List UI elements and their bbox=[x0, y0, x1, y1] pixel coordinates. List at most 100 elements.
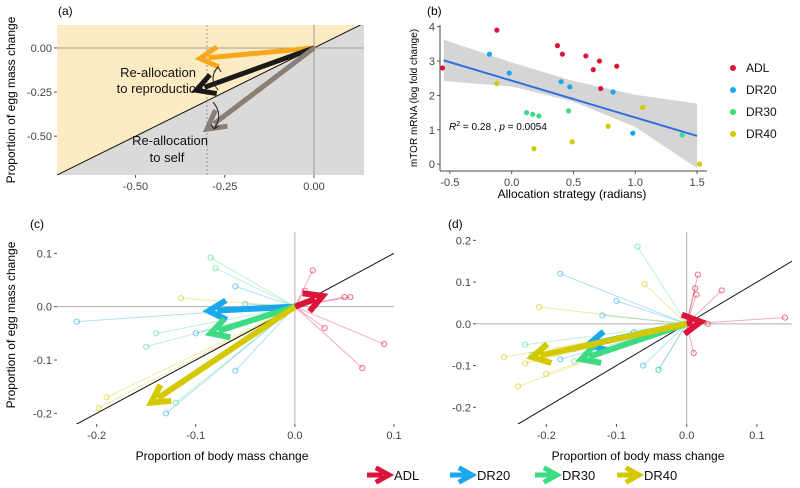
panel-c-vector-dr40 bbox=[98, 306, 296, 409]
arrow-orange-head bbox=[194, 44, 220, 70]
panel-a-annotation-2: to reproduction bbox=[117, 81, 204, 96]
panel-d-xtick-label: -0.1 bbox=[607, 430, 626, 442]
panel-c-ytick-label: -0.1 bbox=[33, 355, 52, 367]
panel-b-xtick-label: -0.5 bbox=[440, 177, 459, 189]
panel-d-point-dr20 bbox=[599, 312, 606, 319]
panel-c: -0.2 -0.1 0.0 0.1 0.1 0.0 -0.1 -0.2 bbox=[33, 232, 402, 442]
panel-b: -0.5 0.0 0.5 1.0 1.5 0 1 2 3 4 bbox=[429, 22, 707, 189]
legend-text-adl: ADL bbox=[394, 468, 419, 483]
point-dr20 bbox=[630, 130, 636, 136]
panel-d-vector-dr20 bbox=[616, 300, 687, 325]
point-adl bbox=[590, 67, 596, 73]
panel-c-vector-dr20 bbox=[235, 285, 296, 308]
panel-b-stat: R2 = 0.28 , p = 0.0054 bbox=[449, 121, 547, 133]
point-dr30 bbox=[679, 132, 685, 138]
panel-c-mean-dr40-head bbox=[145, 383, 172, 407]
panel-d-ytick-label: -0.1 bbox=[452, 361, 471, 373]
panel-d-point-dr30 bbox=[522, 341, 529, 348]
panel-d-vector-dr20 bbox=[560, 273, 687, 325]
legend-label-adl: ADL bbox=[746, 61, 770, 75]
panel-c-point-adl bbox=[309, 267, 316, 274]
panel-c-ytick-label: 0.0 bbox=[37, 302, 52, 314]
panel-c-vector-adl bbox=[294, 306, 363, 369]
panel-c-point-dr40 bbox=[95, 404, 102, 412]
arrow-grey-shaft bbox=[212, 45, 316, 126]
panel-a-xtick-label: 0.00 bbox=[303, 181, 324, 193]
arrow-black-shaft bbox=[203, 45, 315, 90]
curve-annotation-1-head bbox=[213, 66, 222, 73]
panel-a-xtick-label: -0.50 bbox=[123, 181, 148, 193]
panel-b-tag: (b) bbox=[427, 4, 442, 18]
panel-b-ytick-label: 4 bbox=[429, 22, 435, 34]
panel-d-point-dr40 bbox=[500, 354, 508, 361]
point-dr40 bbox=[605, 123, 611, 129]
point-dr40 bbox=[531, 146, 537, 152]
panel-d-point-dr40 bbox=[536, 304, 543, 311]
panel-c-point-dr30 bbox=[153, 330, 160, 337]
panel-a-tag: (a) bbox=[58, 4, 73, 18]
panel-c-mean-dr30-head bbox=[204, 316, 231, 341]
panel-d-mean-adl-shaft bbox=[686, 319, 693, 327]
point-adl bbox=[440, 65, 446, 71]
panel-c-xtick-label: 0.0 bbox=[287, 430, 302, 442]
panel-c-point-adl bbox=[359, 364, 366, 372]
legend-dot-dr40 bbox=[730, 131, 736, 137]
panel-c-xtick-label: -0.1 bbox=[186, 430, 205, 442]
panel-d-xtick-label: 0.0 bbox=[679, 430, 694, 442]
panel-a-annotation-4: to self bbox=[150, 150, 185, 165]
panel-d-point-dr30 bbox=[655, 366, 662, 373]
panel-c-mean-dr30-shaft bbox=[217, 303, 296, 334]
panel-d-vector-dr20 bbox=[642, 323, 688, 366]
point-adl bbox=[494, 27, 500, 33]
panel-c-mean-dr20-shaft bbox=[216, 303, 296, 314]
panel-b-ytick-label: 2 bbox=[429, 90, 435, 102]
legend-label-dr40: DR40 bbox=[746, 127, 777, 141]
panel-d-mean-dr40-shaft bbox=[539, 320, 688, 359]
panel-d-point-adl bbox=[704, 320, 711, 327]
panel-d-vector-dr30 bbox=[658, 323, 688, 371]
panel-d-point-adl bbox=[690, 349, 697, 357]
panel-c-mean-dr20-head bbox=[202, 297, 229, 323]
legend-arrow-dr20-head bbox=[457, 465, 478, 485]
panel-b-ytick-label: 3 bbox=[429, 56, 435, 68]
panel-a: -0.50 -0.25 0.00 0.00 -0.25 -0.50 bbox=[27, 25, 364, 193]
legend-text-dr40: DR40 bbox=[644, 468, 677, 483]
r2-symbol: R bbox=[449, 122, 456, 133]
legend-arrow-dr40-head bbox=[624, 465, 645, 485]
panel-c-mean-dr40-shaft bbox=[156, 304, 297, 401]
panel-a-xtick-label: -0.25 bbox=[212, 181, 237, 193]
panel-b-xtick-label: 1.0 bbox=[628, 177, 643, 189]
panel-a-plot-area bbox=[57, 25, 364, 175]
panel-c-point-dr30 bbox=[172, 399, 180, 406]
panel-c-point-dr20 bbox=[73, 318, 80, 325]
panel-d-xlabel: Proportion of body mass change bbox=[552, 449, 725, 463]
point-dr30 bbox=[523, 110, 530, 116]
panel-b-xlabel: Allocation strategy (radians) bbox=[498, 187, 647, 201]
panel-a-annotation-1: Re-allocation bbox=[120, 65, 196, 80]
panel-c-vector-dr30 bbox=[210, 257, 296, 308]
panel-d-vector-dr20 bbox=[658, 323, 688, 371]
panel-d-background bbox=[476, 232, 792, 424]
point-dr30 bbox=[530, 111, 536, 117]
panel-a-annotation-3: Re-allocation bbox=[132, 133, 208, 148]
panel-c-xlabel: Proportion of body mass change bbox=[136, 449, 309, 463]
panel-d-point-adl bbox=[781, 314, 789, 321]
point-adl bbox=[554, 43, 561, 49]
legend-dot-adl bbox=[730, 65, 736, 71]
panel-d-ytick-label: -0.2 bbox=[452, 402, 471, 414]
point-dr20 bbox=[486, 51, 493, 57]
legend-label-dr30: DR30 bbox=[746, 105, 777, 119]
panel-c-ytick-label: -0.2 bbox=[33, 408, 52, 420]
arrow-black-head bbox=[191, 73, 218, 97]
panel-a-ylabel: Proportion of egg mass change bbox=[4, 16, 18, 183]
r2-superscript: 2 bbox=[456, 121, 460, 128]
panel-d-xtick-label: 0.1 bbox=[749, 430, 764, 442]
curve-annotation-2 bbox=[212, 101, 220, 130]
point-adl bbox=[596, 58, 603, 64]
panel-c-point-adl bbox=[347, 293, 354, 301]
panel-c-vector-dr30 bbox=[215, 267, 296, 308]
legend-text-dr30: DR30 bbox=[562, 468, 595, 483]
panel-c-point-adl bbox=[341, 293, 348, 301]
panel-d-point-dr40 bbox=[515, 383, 522, 390]
panel-c-point-dr40 bbox=[103, 394, 110, 401]
